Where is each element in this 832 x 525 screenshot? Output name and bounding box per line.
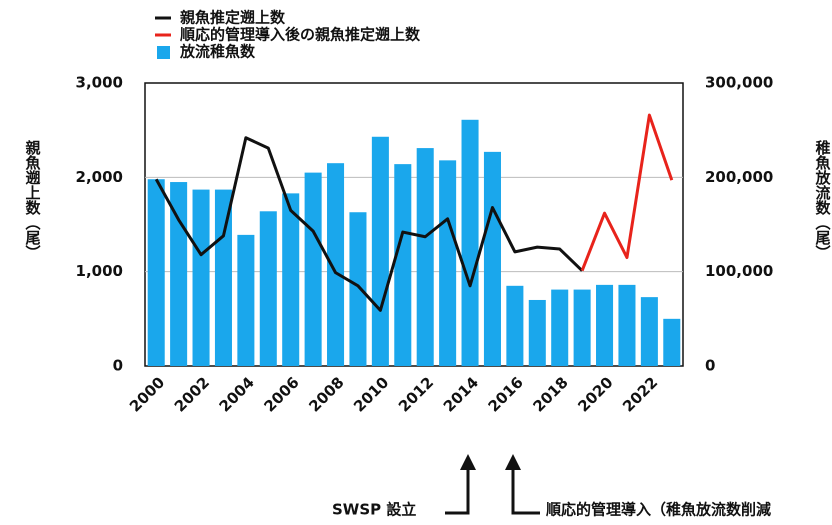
bar (192, 189, 210, 366)
x-tick-label: 2016 (485, 373, 527, 415)
x-tick-label: 2018 (529, 373, 571, 415)
y-tick-label: 3,000 (76, 74, 123, 92)
bar (551, 289, 569, 366)
x-tick-label: 2020 (574, 373, 616, 415)
plot-frame (144, 82, 684, 367)
bar (640, 297, 658, 366)
y-tick-label: 1,000 (76, 262, 123, 280)
bar (237, 234, 255, 366)
y-tick-label: 0 (113, 357, 123, 375)
bar (506, 285, 524, 366)
bar (663, 318, 681, 366)
y2-tick-label: 100,000 (705, 262, 773, 280)
line (580, 113, 674, 272)
legend-label: 順応的管理導入後の親魚推定遡上数 (179, 26, 421, 44)
grid (145, 176, 683, 273)
x-tick-label: 2014 (440, 373, 482, 415)
bar (371, 136, 389, 366)
bar (461, 119, 479, 366)
x-tick-label: 2006 (260, 373, 302, 415)
bar (349, 212, 367, 366)
x-tick-label: 2004 (216, 373, 258, 415)
y2-tick-label: 300,000 (705, 74, 773, 92)
bar (304, 172, 322, 366)
arrow-adaptive (511, 468, 540, 515)
legend-swatch (157, 46, 170, 59)
x-tick-label: 2002 (171, 373, 213, 415)
bar (439, 160, 457, 366)
y-tick-label: 2,000 (76, 168, 123, 186)
bar (282, 193, 300, 366)
y2-tick-label: 0 (705, 357, 715, 375)
line (154, 136, 584, 312)
x-tick-label: 2010 (350, 373, 392, 415)
bar (573, 289, 591, 366)
y-axis-label: 親魚遡上数（尾） (24, 139, 42, 260)
x-tick-label: 2008 (305, 373, 347, 415)
arrow-head (505, 454, 521, 470)
x-tick-label: 2000 (126, 373, 168, 415)
annotation: SWSP 設立 (332, 501, 416, 519)
bar (394, 164, 412, 366)
bar (327, 163, 345, 366)
annotation-box (322, 496, 444, 525)
y2-axis-label: 稚魚放流数（尾） (814, 139, 832, 260)
x-tick-label: 2012 (395, 373, 437, 415)
annotation: 順応的管理導入（稚魚放流数削減 (545, 501, 771, 519)
bar (259, 211, 277, 366)
bar (416, 148, 434, 366)
bar (214, 189, 232, 366)
arrow-swsp (445, 468, 470, 515)
bar (483, 151, 501, 366)
bar (596, 284, 614, 366)
legend-label: 親魚推定遡上数 (180, 9, 286, 27)
bar (147, 179, 165, 366)
legend-label: 放流稚魚数 (179, 43, 256, 61)
x-tick-label: 2022 (619, 373, 661, 415)
bar (618, 284, 636, 366)
y2-tick-label: 200,000 (705, 168, 773, 186)
arrow-head (460, 454, 476, 470)
annotation-arrows (445, 468, 540, 515)
bar (528, 299, 546, 366)
